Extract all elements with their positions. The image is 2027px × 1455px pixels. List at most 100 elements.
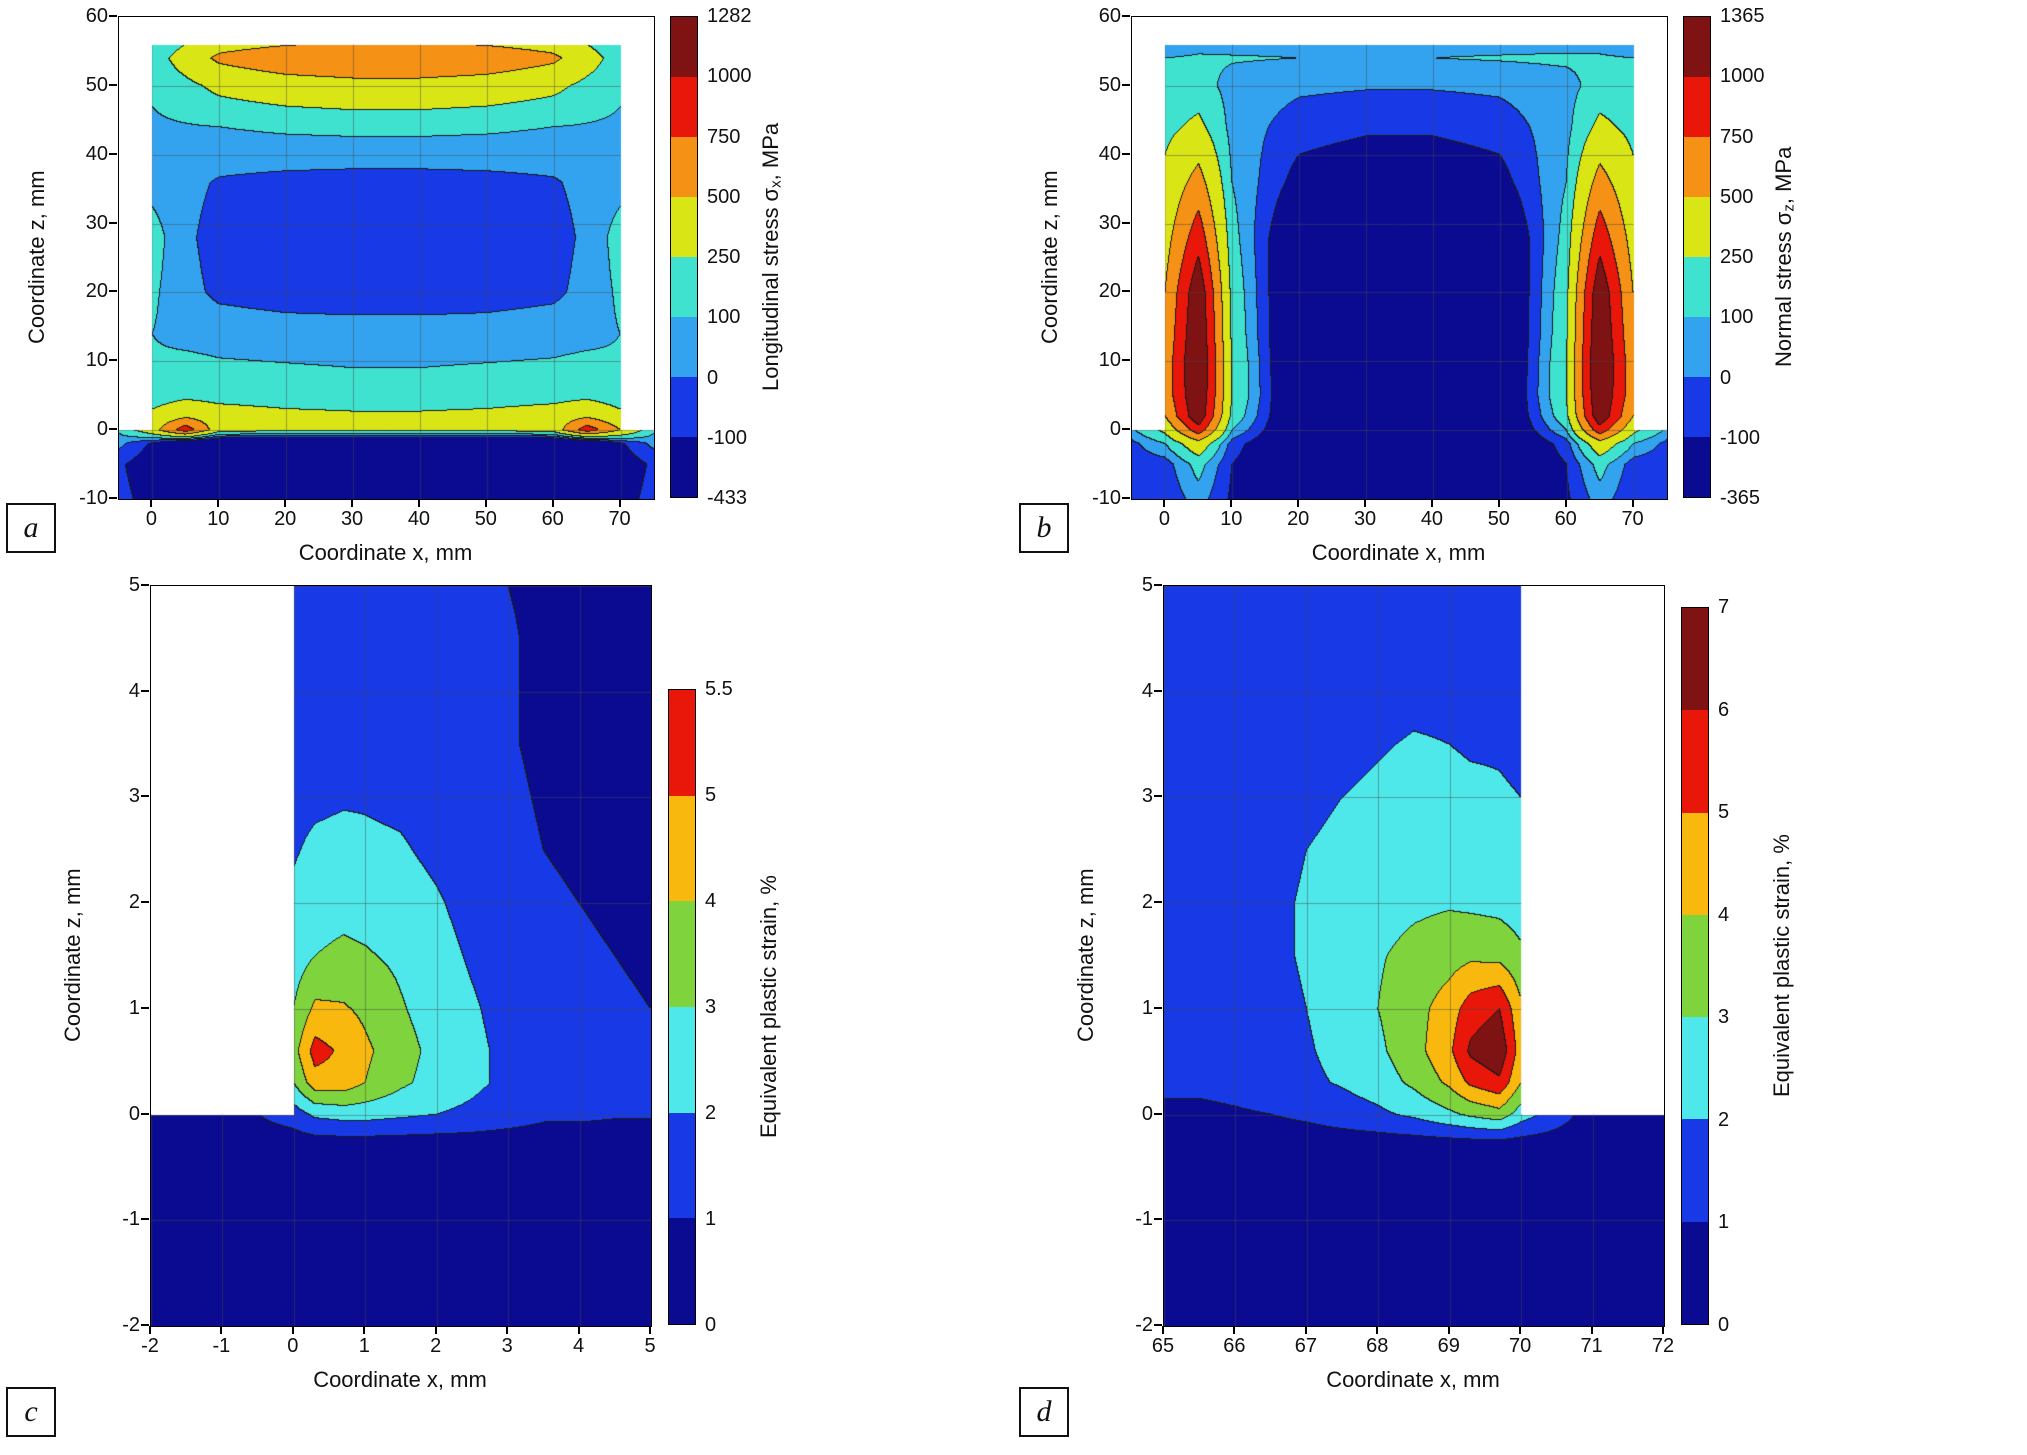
x-tick-label: 71 — [1580, 1335, 1603, 1357]
colorbar-band — [1684, 437, 1710, 497]
tick-mark — [418, 499, 420, 507]
colorbar-tick-label: -100 — [1720, 426, 1761, 449]
colorbar-label-text: Normal stress σ — [1771, 211, 1796, 368]
tick-mark — [1122, 222, 1130, 224]
tick-mark — [141, 1324, 149, 1326]
tick-mark — [141, 795, 149, 797]
tick-mark — [435, 1326, 437, 1334]
tick-mark — [1154, 795, 1162, 797]
x-tick-label: 5 — [644, 1335, 656, 1357]
tick-mark — [109, 290, 117, 292]
tick-mark — [284, 499, 286, 507]
panel-c: Coordinate z, mm Coordinate x, mm Equiva… — [0, 565, 1013, 1455]
colorbar-tick-label: 250 — [1720, 246, 1754, 268]
colorbar-tick-label: -100 — [707, 426, 748, 449]
z-tick-label: 20 — [1098, 280, 1121, 303]
colorbar-tick-label: 1000 — [707, 65, 752, 88]
tick-mark — [506, 1326, 508, 1334]
x-tick-label: 70 — [1621, 508, 1644, 530]
colorbar-band — [1682, 812, 1708, 915]
tick-mark — [1364, 499, 1366, 507]
z-tick-label: -2 — [122, 1314, 140, 1336]
x-tick-label: 70 — [608, 508, 631, 530]
z-tick-label: 60 — [85, 5, 108, 27]
x-tick-label: 0 — [1158, 508, 1170, 530]
colorbar-band — [669, 1218, 695, 1325]
tick-mark — [1122, 84, 1130, 86]
colorbar-band — [1682, 710, 1708, 813]
colorbar-tick-label: 500 — [707, 185, 741, 208]
colorbar-band — [1682, 1221, 1708, 1324]
x-tick-label: 50 — [1487, 508, 1510, 530]
tick-mark — [141, 1007, 149, 1009]
z-axis-title: Coordinate z, mm — [1073, 868, 1098, 1042]
z-tick-label: 4 — [1141, 679, 1153, 702]
colorbar-tick-label: 4 — [1718, 903, 1730, 926]
tick-mark — [292, 1326, 294, 1334]
z-tick-label: 1 — [1141, 996, 1153, 1019]
z-tick-label: 2 — [1141, 891, 1153, 914]
colorbar-band — [669, 795, 695, 902]
x-tick-label: 10 — [207, 508, 230, 530]
colorbar-band — [1684, 377, 1710, 437]
tick-mark — [149, 1326, 151, 1334]
tick-mark — [1297, 499, 1299, 507]
colorbar-tick-label: 0 — [1718, 1314, 1730, 1336]
colorbar-tick-label: 1000 — [1720, 65, 1765, 88]
z-tick-label: -10 — [79, 487, 108, 509]
colorbar-band — [1682, 608, 1708, 711]
tick-mark — [1154, 1113, 1162, 1115]
x-axis-title: Coordinate x, mm — [1311, 540, 1486, 565]
x-tick-label: 72 — [1651, 1335, 1675, 1357]
contour-plot — [1163, 585, 1665, 1327]
colorbar-tick-label: 750 — [707, 125, 741, 148]
colorbar-band — [1682, 1119, 1708, 1222]
z-tick-label: 5 — [128, 574, 140, 596]
z-axis-title: Coordinate z, mm — [60, 868, 85, 1042]
tick-mark — [1122, 428, 1130, 430]
x-axis-title: Coordinate x, mm — [313, 1367, 487, 1392]
colorbar-tick-label: 5.5 — [705, 678, 733, 700]
colorbar — [1683, 16, 1711, 498]
x-tick-label: 4 — [573, 1335, 585, 1357]
tick-mark — [578, 1326, 580, 1334]
x-tick-label: 2 — [430, 1335, 442, 1357]
colorbar-tick-label: 0 — [705, 1314, 717, 1336]
panel-d: Coordinate z, mm Coordinate x, mm Equiva… — [1013, 565, 2027, 1455]
contour-plot — [150, 585, 652, 1327]
tick-mark — [1230, 499, 1232, 507]
tick-mark — [1376, 1326, 1378, 1334]
colorbar-band — [669, 901, 695, 1008]
colorbar-tick-label: 1282 — [707, 5, 752, 27]
tick-mark — [141, 690, 149, 692]
colorbar-band — [1682, 1017, 1708, 1120]
tick-mark — [109, 153, 117, 155]
tick-mark — [217, 499, 219, 507]
x-tick-label: 50 — [474, 508, 497, 530]
z-tick-label: 3 — [128, 785, 140, 808]
panel-letter-text: a — [23, 511, 39, 544]
colorbar-tick-label: 5 — [1718, 801, 1730, 824]
tick-mark — [363, 1326, 365, 1334]
colorbar-band — [671, 77, 697, 137]
tick-mark — [619, 499, 621, 507]
tick-mark — [552, 499, 554, 507]
x-tick-label: 70 — [1509, 1335, 1532, 1357]
x-tick-label: 69 — [1437, 1335, 1460, 1357]
panel-letter: c — [6, 1387, 56, 1437]
tick-mark — [150, 499, 152, 507]
x-tick-label: 30 — [340, 508, 364, 530]
x-tick-label: 60 — [1554, 508, 1577, 530]
x-tick-label: 20 — [1287, 508, 1310, 530]
colorbar-band — [1682, 914, 1708, 1018]
colorbar-tick-label: 5 — [705, 784, 717, 806]
colorbar-tick-label: 0 — [1720, 366, 1732, 389]
colorbar-tick-label: 6 — [1718, 698, 1730, 721]
colorbar-band — [671, 197, 697, 257]
colorbar-tick-label: 2 — [705, 1102, 717, 1124]
colorbar-band — [671, 377, 697, 437]
tick-mark — [351, 499, 353, 507]
colorbar-tick-label: 1 — [705, 1208, 717, 1230]
x-tick-label: 0 — [145, 508, 157, 530]
z-axis-title: Coordinate z, mm — [24, 170, 49, 344]
